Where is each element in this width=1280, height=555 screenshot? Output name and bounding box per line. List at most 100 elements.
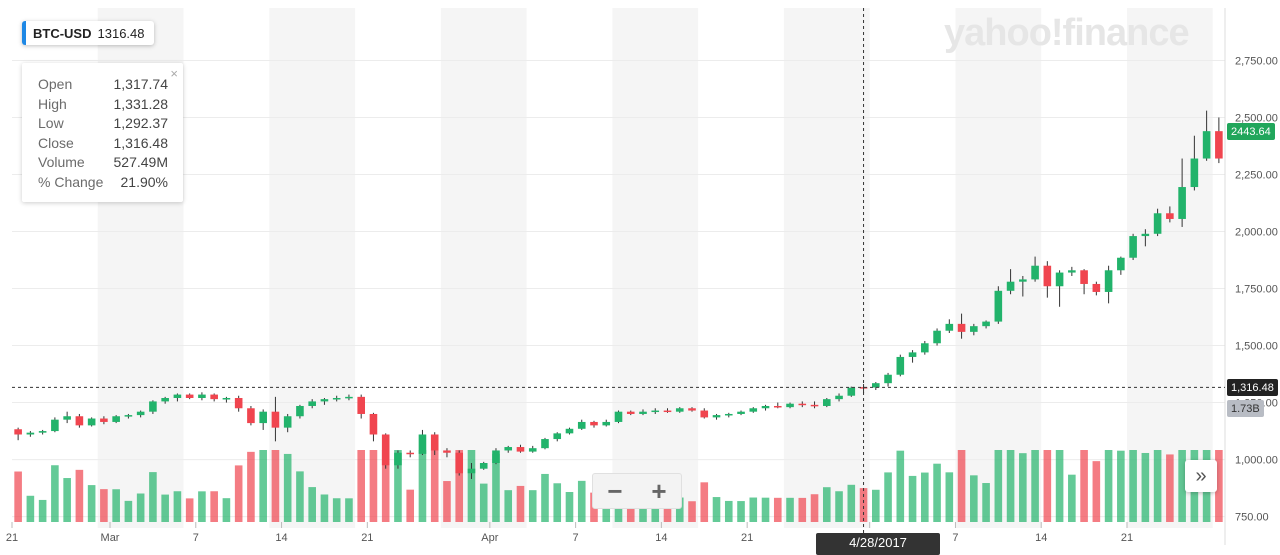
candle-body: [651, 410, 660, 413]
candle-body: [773, 405, 782, 408]
volume-bar: [247, 451, 255, 522]
x-tick-label: 21: [741, 532, 753, 544]
volume-bar: [1055, 450, 1064, 522]
zoom-out-button[interactable]: −: [607, 475, 623, 506]
candle-body: [749, 408, 758, 412]
candle-body: [1141, 233, 1150, 237]
candle-body: [1153, 213, 1162, 234]
candle-body: [675, 408, 684, 412]
volume-bar: [222, 498, 231, 522]
x-tick-label: Mar: [101, 532, 120, 544]
candle-body: [798, 403, 807, 406]
volume-bar: [455, 450, 464, 522]
volume-bar: [773, 497, 782, 522]
ticker-badge[interactable]: BTC-USD 1316.48: [22, 21, 154, 45]
candle-body: [296, 405, 304, 417]
candle-body: [724, 413, 733, 416]
candle-body: [1166, 213, 1174, 219]
volume-bar: [921, 472, 929, 522]
x-tick-label: 14: [275, 532, 287, 544]
candle-body: [933, 330, 941, 344]
volume-bar: [418, 450, 427, 522]
volume-bar: [577, 480, 586, 522]
ohlc-row-high: High 1,331.28: [38, 96, 168, 112]
volume-bar: [112, 489, 120, 522]
volume-bar: [933, 463, 941, 522]
volume-bar: [565, 492, 574, 522]
candle-body: [945, 323, 954, 331]
x-tick-label: 7: [573, 532, 579, 544]
candle-body: [210, 394, 218, 400]
volume-bar: [504, 490, 513, 522]
volume-bar: [271, 450, 280, 522]
volume-bar: [1006, 450, 1015, 522]
candle-body: [345, 396, 353, 399]
close-icon[interactable]: ×: [170, 66, 178, 81]
candle-body: [614, 411, 623, 422]
candle-body: [198, 394, 206, 398]
candle-body: [492, 450, 500, 463]
volume-bar: [1031, 450, 1039, 522]
ohlc-tooltip: × Open 1,317.74 High 1,331.28 Low 1,292.37 …: [22, 63, 183, 202]
x-tick-label: 21: [361, 532, 373, 544]
volume-bar: [406, 489, 415, 522]
volume-bar: [394, 450, 402, 522]
volume-bar: [896, 450, 905, 522]
volume-bar: [149, 472, 157, 522]
candle-body: [38, 431, 47, 433]
weekend-band: [269, 8, 356, 528]
candle-body: [896, 356, 905, 375]
volume-bar: [210, 491, 218, 522]
weekend-bands: [97, 8, 1213, 528]
volume-bar: [283, 453, 292, 522]
volume-bar: [737, 501, 745, 522]
weekend-band: [955, 8, 1042, 528]
y-tick-label: 2,000.00: [1235, 227, 1278, 239]
x-tick-label: 21: [6, 532, 18, 544]
volume-bar: [87, 485, 96, 522]
volume-bar: [1117, 450, 1125, 522]
scroll-right-button[interactable]: »: [1185, 460, 1217, 492]
volume-bar: [688, 501, 696, 522]
volume-bar: [994, 450, 1003, 522]
volume-bar: [970, 475, 978, 522]
candle-body: [553, 433, 562, 440]
volume-bar: [320, 494, 329, 522]
candle-body: [430, 434, 439, 451]
volume-bar: [1166, 454, 1174, 522]
volume-bar: [1043, 450, 1052, 522]
x-tick-label: 7: [952, 532, 958, 544]
volume-bar: [639, 497, 647, 522]
volume-bar: [1141, 452, 1150, 522]
volume-bar: [798, 497, 807, 522]
candle-body: [26, 432, 35, 435]
candle-body: [957, 323, 966, 332]
zoom-in-button[interactable]: +: [651, 475, 667, 506]
volume-bar: [957, 450, 966, 522]
volume-bar: [161, 494, 169, 522]
volume-bar: [786, 497, 794, 522]
weekend-band: [1126, 8, 1213, 528]
candle-body: [1080, 270, 1088, 284]
crosshair-date-badge: 4/28/2017: [816, 533, 940, 555]
ohlc-row-change: % Change 21.90%: [38, 174, 168, 190]
crosshair-price-badge: 1,316.48: [1227, 379, 1278, 397]
volume-bar: [369, 450, 378, 522]
volume-bar: [872, 489, 880, 522]
y-tick-label: 1,000.00: [1235, 455, 1278, 467]
volume-bar: [1080, 450, 1088, 522]
ticker-symbol: BTC-USD: [33, 25, 92, 41]
candle-body: [234, 398, 243, 409]
candle-body: [1092, 283, 1101, 292]
candle-body: [700, 410, 709, 418]
volume-bar: [259, 450, 267, 522]
volume-bar: [63, 478, 71, 522]
volume-bar: [345, 498, 353, 522]
candle-body: [1178, 187, 1186, 219]
candle-body: [688, 408, 696, 411]
candle-body: [271, 411, 280, 428]
candle-body: [283, 416, 292, 428]
last-price-badge: 2443.64: [1227, 123, 1275, 141]
candle-body: [626, 411, 635, 414]
